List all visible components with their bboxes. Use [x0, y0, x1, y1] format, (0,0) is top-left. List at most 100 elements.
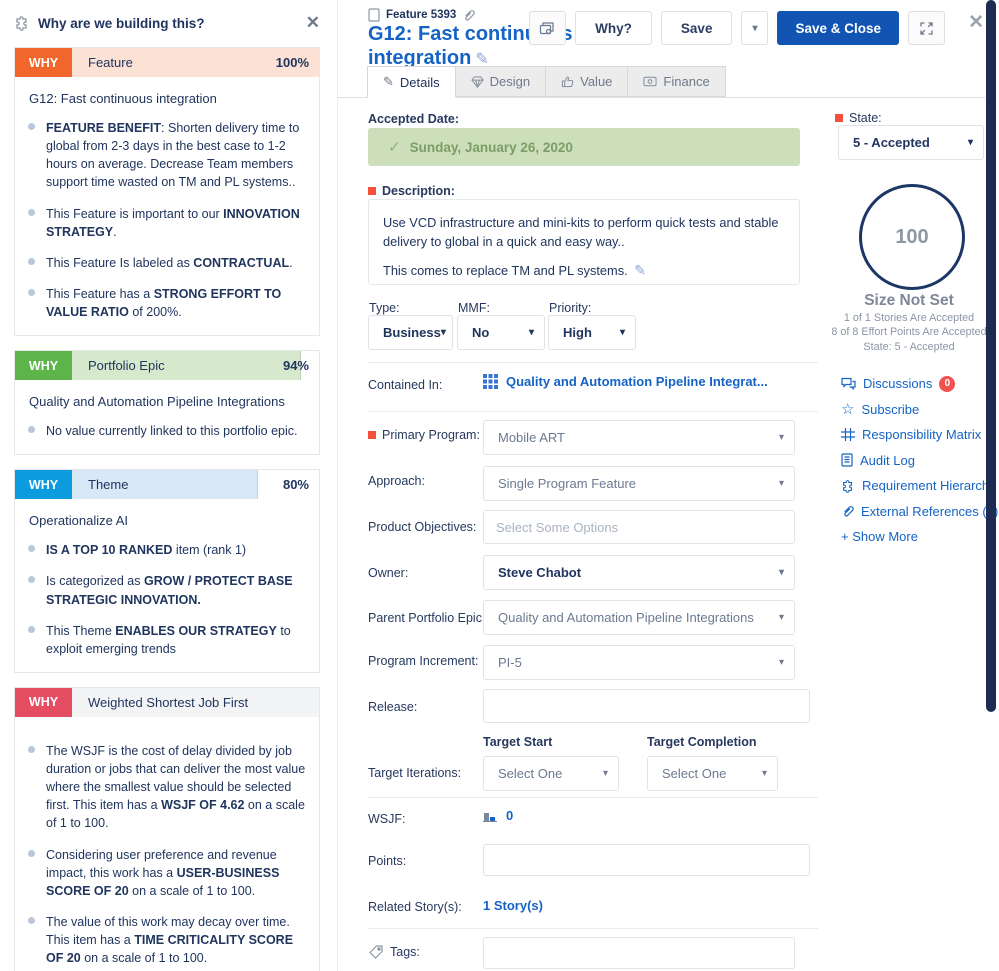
discussions-link[interactable]: Discussions 0	[841, 375, 998, 392]
card-label: Feature	[88, 55, 133, 70]
chevron-down-icon: ▾	[778, 612, 784, 623]
why-panel-title: Why are we building this?	[38, 15, 205, 31]
bullet-dot	[28, 849, 35, 857]
contained-in-link[interactable]: Quality and Automation Pipeline Integrat…	[483, 374, 768, 389]
card-percent: 80%	[282, 477, 309, 493]
required-marker	[368, 431, 376, 439]
external-references-link[interactable]: External References (0)	[841, 504, 998, 519]
priority-label: Priority:	[549, 301, 592, 315]
chevron-down-icon: ▾	[619, 327, 625, 338]
points-input[interactable]	[483, 844, 810, 876]
permalink-icon[interactable]	[462, 9, 476, 22]
divider	[368, 411, 818, 412]
why-badge: WHY	[15, 48, 72, 77]
primary-program-select[interactable]: Mobile ART ▾	[483, 420, 795, 455]
clone-button[interactable]	[529, 11, 567, 45]
fullscreen-button[interactable]	[908, 11, 945, 45]
priority-select[interactable]: High ▾	[548, 315, 636, 350]
chat-bubbles-icon	[841, 377, 856, 390]
clone-icon	[540, 21, 554, 34]
feature-detail-panel: Feature 5393 G12: Fast continuous integr…	[338, 0, 999, 971]
chevron-down-icon: ▾	[440, 327, 446, 338]
scrollbar-thumb[interactable]	[986, 0, 996, 712]
approach-select[interactable]: Single Program Feature ▾	[483, 466, 795, 501]
divider	[368, 362, 818, 363]
bullet-dot	[28, 257, 35, 265]
product-objectives-input[interactable]	[483, 510, 795, 544]
bullet-list: No value currently linked to this portfo…	[28, 422, 306, 440]
target-completion-select[interactable]: Select One ▾	[647, 756, 778, 791]
stat-line: 1 of 1 Stories Are Accepted	[843, 312, 975, 324]
bullet-dot	[28, 576, 35, 584]
state-select[interactable]: 5 - Accepted ▾	[838, 125, 984, 160]
card-percent: 100%	[275, 55, 309, 70]
type-label: Type:	[369, 301, 400, 315]
tags-input[interactable]	[483, 937, 795, 969]
gem-icon	[470, 75, 484, 88]
description-field[interactable]: Use VCD infrastructure and mini-kits to …	[368, 199, 800, 285]
card-intro: Quality and Automation Pipeline Integrat…	[29, 394, 285, 410]
related-stories-link[interactable]: 1 Story(s)	[483, 898, 543, 913]
show-more-link[interactable]: + Show More	[841, 529, 918, 544]
audit-log-link[interactable]: Audit Log	[841, 453, 998, 468]
responsibility-matrix-link[interactable]: Responsibility Matrix	[841, 427, 998, 442]
why-panel-header: Why are we building this? ✕	[14, 13, 320, 33]
why-card-header[interactable]: WHY Theme 80%	[15, 470, 319, 500]
bullet-dot	[28, 426, 35, 434]
release-input[interactable]	[483, 689, 810, 723]
tab-bar: ✎ Details Design Value Finance	[367, 66, 726, 98]
why-card-header[interactable]: WHY Feature 100%	[15, 48, 319, 77]
matrix-grid-icon	[841, 428, 855, 441]
bullet-item: No value currently linked to this portfo…	[28, 422, 306, 440]
save-button[interactable]: Save	[660, 11, 733, 45]
bullet-dot	[28, 916, 35, 924]
chevron-down-icon: ▾	[778, 432, 784, 443]
save-close-button[interactable]: Save & Close	[777, 11, 899, 45]
target-completion-label: Target Completion	[647, 735, 757, 749]
edit-description-icon[interactable]: ✎	[634, 262, 646, 279]
tab-finance[interactable]: Finance	[628, 66, 726, 97]
why-panel-close-icon[interactable]: ✕	[305, 13, 320, 32]
document-icon	[368, 8, 380, 22]
tab-details[interactable]: ✎ Details	[367, 66, 456, 98]
tab-value[interactable]: Value	[546, 66, 629, 97]
bullet-item: IS A TOP 10 RANKED item (rank 1)	[28, 541, 306, 559]
wsjf-value-link[interactable]: 0	[483, 808, 513, 823]
target-iterations-label: Target Iterations:	[368, 766, 462, 780]
header-actions: Why? Save ▾ Save & Close	[529, 11, 945, 45]
panel-close-icon[interactable]: ✕	[968, 12, 984, 33]
mmf-select[interactable]: No ▾	[457, 315, 545, 350]
why-button[interactable]: Why?	[575, 11, 652, 45]
owner-select[interactable]: Steve Chabot ▾	[483, 555, 795, 590]
accepted-date-banner: ✓ Sunday, January 26, 2020	[368, 128, 800, 166]
why-badge: WHY	[15, 351, 72, 381]
subscribe-link[interactable]: ☆ Subscribe	[841, 400, 920, 418]
type-select[interactable]: Business ▾	[368, 315, 453, 350]
bullet-dot	[28, 123, 35, 130]
target-start-select[interactable]: Select One ▾	[483, 756, 619, 791]
bullet-list: FEATURE BENEFIT: Shorten delivery time t…	[28, 119, 306, 321]
required-marker	[835, 114, 843, 122]
description-text-1: Use VCD infrastructure and mini-kits to …	[383, 215, 779, 250]
why-card-header[interactable]: WHY Portfolio Epic 94%	[15, 351, 319, 381]
edit-title-icon[interactable]: ✎	[475, 50, 489, 68]
requirement-hierarchy-link[interactable]: Requirement Hierarchy	[841, 478, 998, 493]
bullet-item: The WSJF is the cost of delay divided by…	[28, 742, 306, 833]
chevron-down-icon: ▾	[778, 657, 784, 668]
program-increment-select[interactable]: PI-5 ▾	[483, 645, 795, 680]
why-card-header[interactable]: WHY Weighted Shortest Job First	[15, 687, 319, 717]
accepted-date-value: Sunday, January 26, 2020	[409, 139, 573, 155]
tab-design[interactable]: Design	[455, 66, 547, 97]
primary-program-label: Primary Program:	[368, 428, 480, 442]
bar-chart-icon	[483, 813, 497, 822]
bullet-list: The WSJF is the cost of delay divided by…	[28, 742, 306, 971]
puzzle-icon	[843, 479, 853, 493]
waffle-grid-icon	[483, 374, 498, 389]
card-intro: Operationalize AI	[29, 513, 129, 529]
parent-portfolio-epic-select[interactable]: Quality and Automation Pipeline Integrat…	[483, 600, 795, 635]
wsjf-label: WSJF:	[368, 812, 406, 826]
tab-divider	[338, 97, 985, 98]
page-title: G12: Fast continuous integration ✎	[368, 23, 573, 69]
save-menu-button[interactable]: ▾	[741, 11, 769, 45]
card-body: Quality and Automation Pipeline Integrat…	[15, 380, 319, 454]
